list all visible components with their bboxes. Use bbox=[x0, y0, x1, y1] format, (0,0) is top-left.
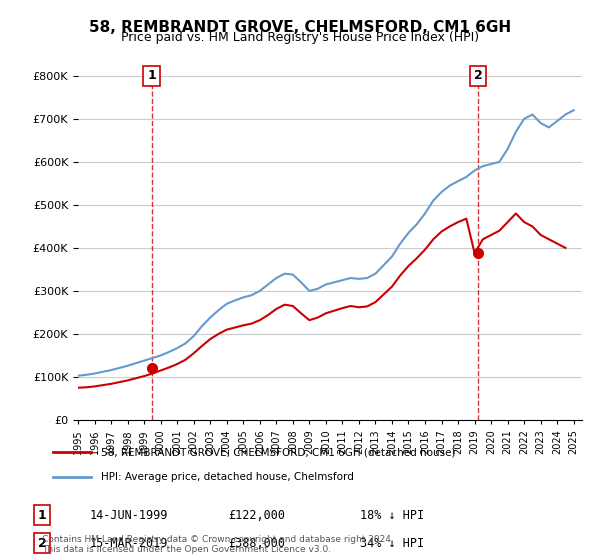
Text: 18% ↓ HPI: 18% ↓ HPI bbox=[360, 508, 424, 522]
Text: 15-MAR-2019: 15-MAR-2019 bbox=[90, 536, 169, 550]
Text: Contains HM Land Registry data © Crown copyright and database right 2024.
This d: Contains HM Land Registry data © Crown c… bbox=[42, 535, 394, 554]
Text: 58, REMBRANDT GROVE, CHELMSFORD, CM1 6GH (detached house): 58, REMBRANDT GROVE, CHELMSFORD, CM1 6GH… bbox=[101, 447, 456, 457]
Text: 58, REMBRANDT GROVE, CHELMSFORD, CM1 6GH: 58, REMBRANDT GROVE, CHELMSFORD, CM1 6GH bbox=[89, 20, 511, 35]
Text: 34% ↓ HPI: 34% ↓ HPI bbox=[360, 536, 424, 550]
Text: 14-JUN-1999: 14-JUN-1999 bbox=[90, 508, 169, 522]
Text: £388,000: £388,000 bbox=[228, 536, 285, 550]
Text: HPI: Average price, detached house, Chelmsford: HPI: Average price, detached house, Chel… bbox=[101, 473, 354, 482]
Text: 2: 2 bbox=[473, 69, 482, 82]
Text: £122,000: £122,000 bbox=[228, 508, 285, 522]
Text: Price paid vs. HM Land Registry's House Price Index (HPI): Price paid vs. HM Land Registry's House … bbox=[121, 31, 479, 44]
Text: 1: 1 bbox=[38, 508, 46, 522]
Text: 1: 1 bbox=[147, 69, 156, 82]
Text: 2: 2 bbox=[38, 536, 46, 550]
